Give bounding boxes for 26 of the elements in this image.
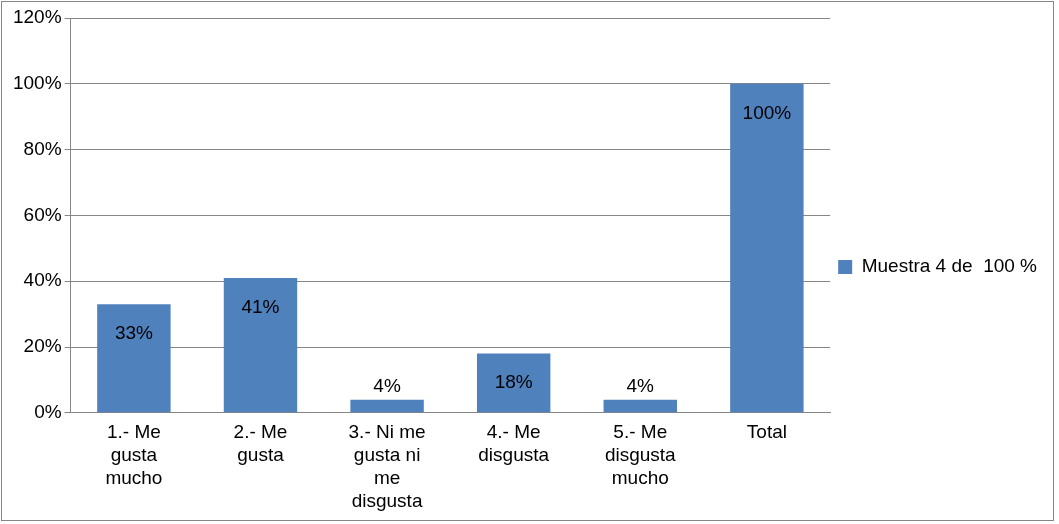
y-tick-label: 40%: [23, 269, 62, 291]
data-label: 4%: [373, 375, 401, 397]
x-tick-label: Total: [746, 421, 787, 443]
bar: [476, 353, 551, 413]
x-tick-label: 4.- Me disgusta: [478, 421, 550, 466]
y-tick-label: 120%: [12, 6, 62, 28]
data-label: 18%: [494, 371, 533, 393]
y-tick-label: 100%: [12, 72, 62, 94]
legend-label: Muestra 4 de 100 %: [861, 255, 1038, 277]
data-label: 33%: [114, 321, 154, 343]
bar: [603, 399, 677, 413]
bar: [350, 399, 424, 413]
y-tick-label: 60%: [23, 203, 62, 225]
data-label: 100%: [742, 101, 792, 123]
y-tick-label: 80%: [23, 137, 62, 159]
y-tick-label: 20%: [23, 335, 62, 357]
data-label: 4%: [626, 375, 655, 397]
bar: [97, 304, 171, 413]
x-tick-label: 1.- Me gusta mucho: [105, 421, 163, 489]
bar: [223, 277, 298, 413]
x-tick-label: 3.- Ni me gusta ni me disgusta: [348, 421, 426, 511]
y-tick-label: 0%: [34, 401, 62, 423]
x-tick-label: 5.- Me disgusta mucho: [604, 421, 677, 489]
bar: [730, 83, 804, 413]
data-label: 41%: [241, 295, 280, 317]
x-tick-label: 2.- Me gusta: [233, 421, 288, 466]
